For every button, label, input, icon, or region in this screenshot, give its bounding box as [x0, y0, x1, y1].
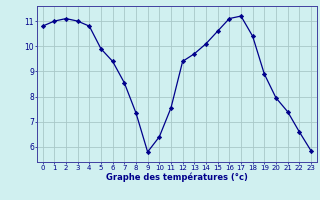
X-axis label: Graphe des températures (°c): Graphe des températures (°c) — [106, 172, 248, 182]
